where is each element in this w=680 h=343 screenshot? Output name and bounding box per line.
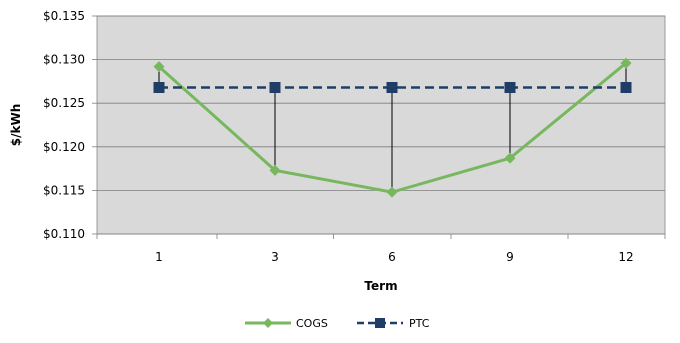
y-tick-label: $0.125 [43,96,85,110]
x-tick-label: 6 [388,250,396,264]
x-tick-label: 12 [618,250,633,264]
legend-label-ptc: PTC [409,317,430,330]
y-tick-label: $0.120 [43,140,85,154]
x-tick-label: 1 [155,250,163,264]
ptc-point [386,82,398,94]
y-axis-ticks: $0.110 $0.115 $0.120 $0.125 $0.130 $0.135 [43,9,97,241]
cogs-point [153,61,165,73]
y-tick-label: $0.115 [43,183,85,197]
plot-area [96,15,666,235]
legend-label-cogs: COGS [296,317,328,330]
ptc-point [504,82,516,94]
grid-lines [97,15,665,235]
x-axis-ticks: 1 3 6 9 12 [96,234,666,264]
legend-marker-ptc [375,318,385,328]
ptc-point [153,82,165,94]
legend-marker-cogs [263,318,273,328]
y-tick-label: $0.135 [43,9,85,23]
cogs-point [386,186,398,198]
y-tick-label: $0.110 [43,227,85,241]
ptc-point [269,82,281,94]
legend: COGS PTC [245,317,430,330]
y-tick-label: $0.130 [43,53,85,67]
y-axis-title: $/kWh [9,104,23,147]
series-layer [153,57,632,198]
cogs-point [269,164,281,176]
x-tick-label: 3 [271,250,279,264]
ptc-point [620,82,632,94]
cogs-point [504,152,516,164]
x-axis-title: Term [364,279,397,293]
x-tick-label: 9 [506,250,514,264]
cogs-point [620,57,632,69]
